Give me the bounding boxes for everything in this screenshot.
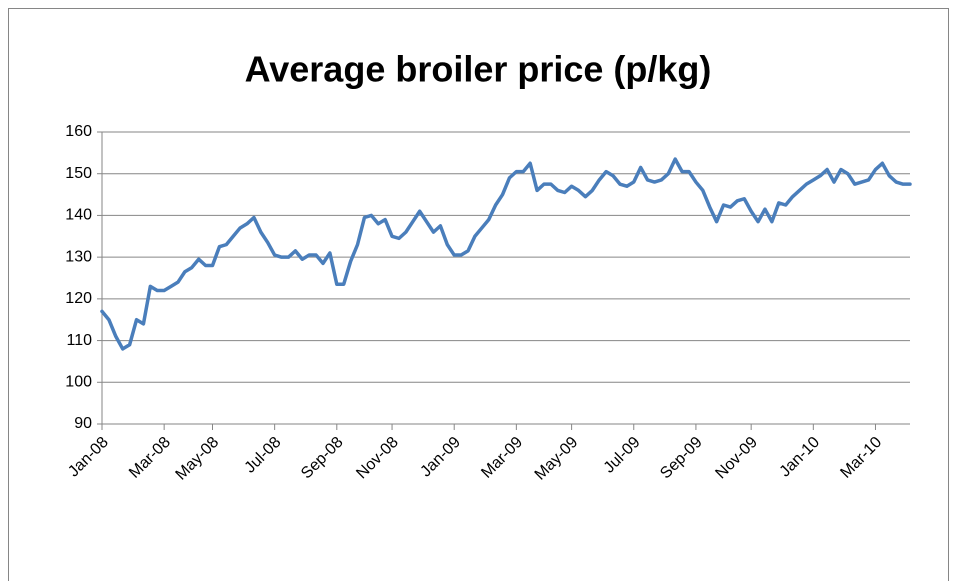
chart-frame: [8, 8, 949, 586]
y-tick-label: 130: [65, 248, 92, 265]
y-tick-label: 150: [65, 165, 92, 182]
y-tick-label: 110: [66, 332, 92, 349]
chart-title: Average broiler price (p/kg): [245, 49, 712, 90]
y-tick-label: 100: [65, 374, 92, 391]
y-tick-label: 90: [74, 415, 92, 432]
y-tick-label: 120: [65, 290, 92, 307]
price-line: [100, 157, 912, 351]
y-tick-label: 140: [65, 207, 92, 224]
y-tick-label: 160: [65, 123, 92, 140]
